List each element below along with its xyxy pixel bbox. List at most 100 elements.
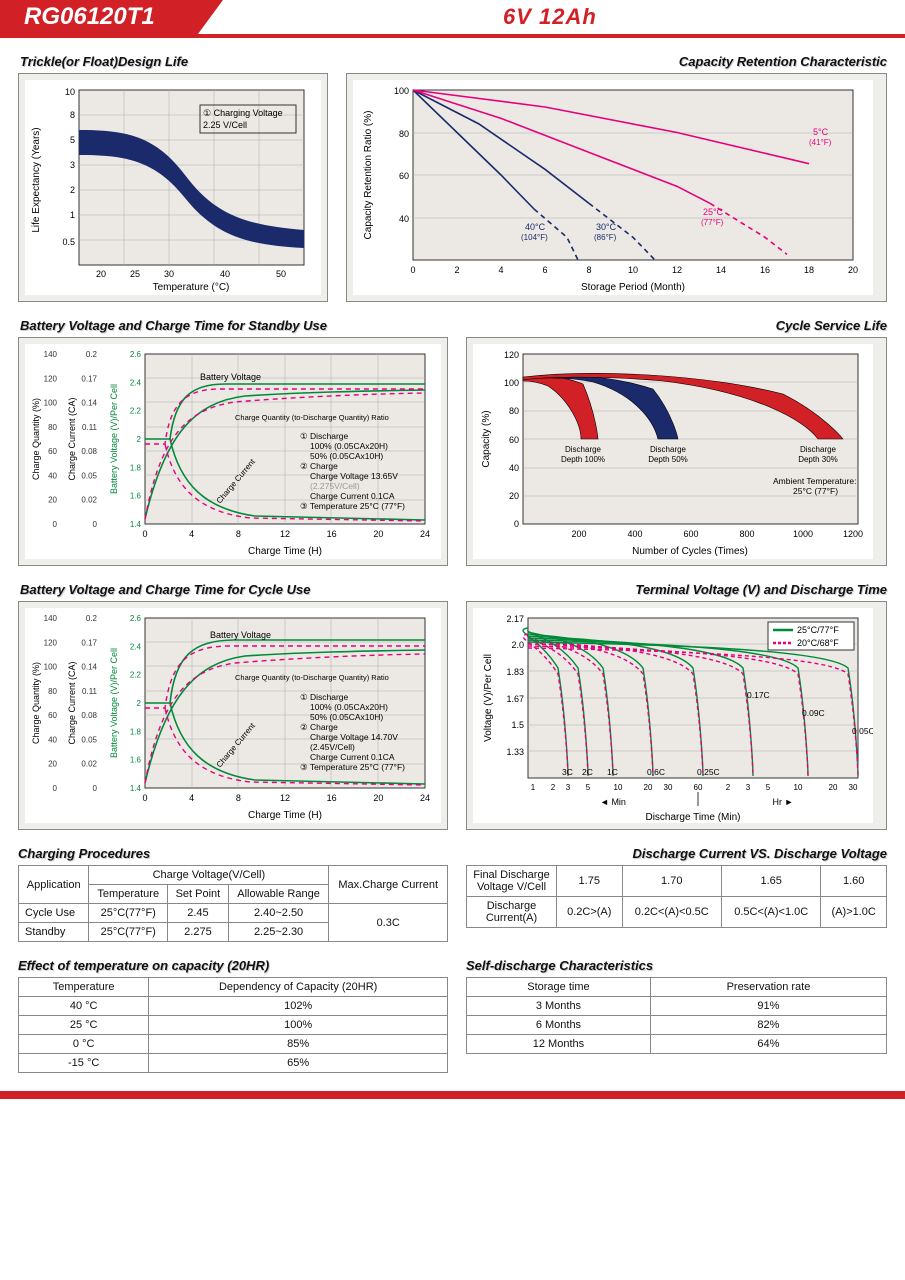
svg-text:① Discharge: ① Discharge: [300, 431, 349, 441]
svg-text:0: 0: [142, 793, 147, 803]
svg-text:20: 20: [848, 265, 858, 275]
svg-text:1200: 1200: [843, 529, 863, 539]
cyclelife-title: Cycle Service Life: [468, 318, 887, 333]
svg-text:(104°F): (104°F): [521, 233, 548, 242]
svg-text:40: 40: [399, 214, 409, 224]
svg-text:1.83: 1.83: [506, 667, 524, 677]
svg-text:100: 100: [394, 86, 409, 96]
svg-text:2.25 V/Cell: 2.25 V/Cell: [203, 120, 247, 130]
footer-bar: [0, 1091, 905, 1099]
svg-text:Charge Time (H): Charge Time (H): [248, 546, 322, 557]
svg-text:Charge Current 0.1CA: Charge Current 0.1CA: [310, 491, 395, 501]
svg-text:2.0: 2.0: [511, 640, 524, 650]
svg-text:14: 14: [716, 265, 726, 275]
svg-text:0.02: 0.02: [81, 760, 97, 769]
svg-text:Depth 100%: Depth 100%: [561, 455, 605, 464]
svg-text:100% (0.05CAx20H): 100% (0.05CAx20H): [310, 441, 388, 451]
svg-text:60: 60: [399, 171, 409, 181]
svg-text:50% (0.05CAx10H): 50% (0.05CAx10H): [310, 712, 383, 722]
standby-chart: Battery Voltage Charge Quantity (to-Disc…: [25, 344, 441, 559]
svg-text:2: 2: [70, 185, 75, 195]
svg-text:Voltage (V)/Per Cell: Voltage (V)/Per Cell: [483, 654, 494, 742]
svg-text:0.08: 0.08: [81, 447, 97, 456]
svg-text:Ambient Temperature:: Ambient Temperature:: [773, 476, 856, 486]
svg-text:Capacity Retention Ratio (%): Capacity Retention Ratio (%): [363, 111, 374, 240]
svg-text:60: 60: [694, 783, 703, 792]
svg-text:5: 5: [766, 783, 771, 792]
svg-text:2: 2: [137, 435, 142, 444]
svg-text:0.17: 0.17: [81, 374, 97, 383]
svg-text:40: 40: [220, 269, 230, 279]
svg-text:2.6: 2.6: [130, 614, 142, 623]
svg-text:50: 50: [276, 269, 286, 279]
svg-text:0.05: 0.05: [81, 735, 97, 744]
svg-text:Charge Voltage 13.65V: Charge Voltage 13.65V: [310, 471, 398, 481]
svg-text:Number of Cycles (Times): Number of Cycles (Times): [632, 546, 748, 557]
svg-text:800: 800: [739, 529, 754, 539]
svg-text:2.2: 2.2: [130, 407, 142, 416]
svg-text:Life Expectancy (Years): Life Expectancy (Years): [31, 127, 42, 232]
svg-text:Depth 50%: Depth 50%: [648, 455, 688, 464]
charging-table: Application Charge Voltage(V/Cell) Max.C…: [18, 865, 448, 942]
retention-title: Capacity Retention Characteristic: [348, 54, 887, 69]
standby-title: Battery Voltage and Charge Time for Stan…: [20, 318, 448, 333]
svg-text:① Charging Voltage: ① Charging Voltage: [203, 108, 283, 118]
svg-text:30: 30: [849, 783, 858, 792]
svg-text:② Charge: ② Charge: [300, 722, 338, 732]
svg-text:Discharge: Discharge: [565, 445, 602, 454]
svg-text:8: 8: [236, 793, 241, 803]
svg-text:2: 2: [454, 265, 459, 275]
svg-text:(2.45V/Cell): (2.45V/Cell): [310, 742, 355, 752]
svg-text:Charge Quantity (%): Charge Quantity (%): [31, 398, 41, 480]
svg-text:16: 16: [327, 529, 337, 539]
svg-text:8: 8: [586, 265, 591, 275]
svg-text:Charge Quantity (to-Discharge: Charge Quantity (to-Discharge Quantity) …: [235, 673, 389, 682]
svg-text:Charge Current (CA): Charge Current (CA): [67, 397, 77, 480]
svg-text:1.4: 1.4: [130, 784, 142, 793]
svg-text:1.5: 1.5: [511, 720, 524, 730]
svg-text:1.33: 1.33: [506, 747, 524, 757]
svg-text:12: 12: [280, 793, 290, 803]
svg-text:0.2: 0.2: [86, 614, 98, 623]
cyclelife-panel: DischargeDepth 100% DischargeDepth 50% D…: [466, 337, 887, 566]
svg-text:16: 16: [760, 265, 770, 275]
svg-text:2.6: 2.6: [130, 350, 142, 359]
tempcap-title: Effect of temperature on capacity (20HR): [18, 958, 448, 973]
svg-text:0.14: 0.14: [81, 399, 97, 408]
svg-text:6: 6: [542, 265, 547, 275]
svg-text:140: 140: [44, 350, 58, 359]
cyclecharge-panel: Battery Voltage Charge Quantity (to-Disc…: [18, 601, 448, 830]
svg-text:0.14: 0.14: [81, 663, 97, 672]
tempcap-table: TemperatureDependency of Capacity (20HR)…: [18, 977, 448, 1073]
svg-text:0.5: 0.5: [62, 237, 75, 247]
svg-text:1: 1: [531, 783, 536, 792]
retention-panel: 10080 6040 02468101214161820 Storage Per…: [346, 73, 887, 302]
svg-text:20: 20: [644, 783, 653, 792]
dischargev-table: Final Discharge Voltage V/Cell 1.75 1.70…: [466, 865, 887, 928]
svg-text:2C: 2C: [582, 767, 593, 777]
svg-text:40°C: 40°C: [525, 222, 546, 232]
header: RG06120T1 6V 12Ah: [0, 0, 905, 38]
svg-text:4: 4: [189, 529, 194, 539]
retention-chart: 10080 6040 02468101214161820 Storage Per…: [353, 80, 873, 295]
svg-text:0: 0: [53, 520, 58, 529]
discharge-chart: 25°C/77°F 20°C/68°F 3C2C1C0.6C0.25C0.17C…: [473, 608, 873, 823]
svg-text:0.05: 0.05: [81, 471, 97, 480]
trickle-chart: ① Charging Voltage 2.25 V/Cell 1085 321 …: [25, 80, 321, 295]
svg-text:12: 12: [280, 529, 290, 539]
svg-text:1.6: 1.6: [130, 492, 142, 501]
svg-text:0.2: 0.2: [86, 350, 98, 359]
svg-text:1.6: 1.6: [130, 756, 142, 765]
svg-text:0.11: 0.11: [82, 687, 98, 696]
svg-text:30: 30: [164, 269, 174, 279]
svg-text:120: 120: [504, 350, 519, 360]
svg-text:12: 12: [672, 265, 682, 275]
svg-text:25: 25: [130, 269, 140, 279]
svg-text:0: 0: [93, 520, 98, 529]
svg-text:0.02: 0.02: [81, 496, 97, 505]
svg-text:Depth 30%: Depth 30%: [798, 455, 838, 464]
svg-text:80: 80: [399, 129, 409, 139]
svg-text:0: 0: [410, 265, 415, 275]
model-badge: RG06120T1: [0, 0, 195, 34]
svg-text:(86°F): (86°F): [594, 233, 617, 242]
